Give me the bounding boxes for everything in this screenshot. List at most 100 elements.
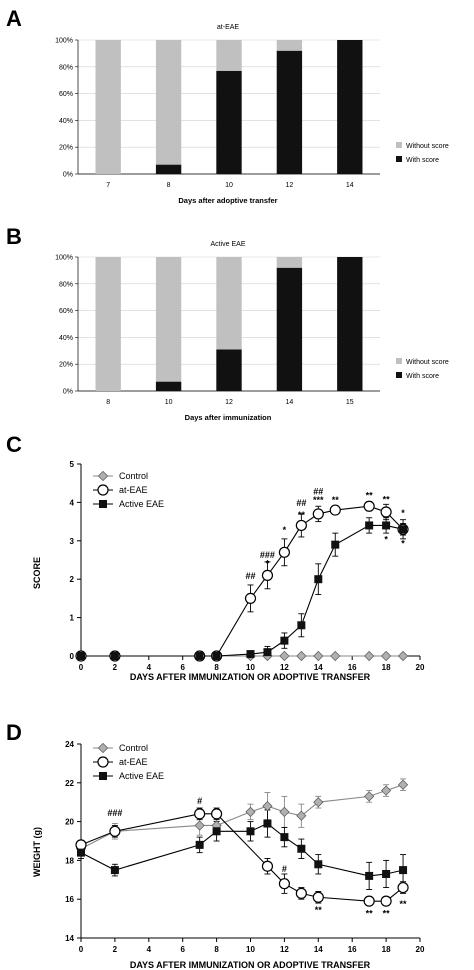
data-point-circle (211, 808, 223, 820)
bar-with-score (216, 70, 242, 174)
data-point-circle (295, 887, 307, 899)
x-tick-label: 16 (348, 663, 357, 672)
y-tick-label: 0% (63, 389, 73, 396)
data-point-diamond (194, 820, 205, 831)
y-tick-label: 80% (59, 281, 73, 288)
x-tick-label: 4 (147, 945, 152, 954)
y-tick-label: 5 (70, 460, 75, 469)
data-point-circle (329, 504, 341, 516)
data-point-square (246, 650, 255, 659)
data-point-circle (312, 891, 324, 903)
legend-label: at-EAE (119, 485, 148, 495)
x-tick-label: 14 (286, 399, 294, 406)
data-point-circle (312, 508, 324, 520)
significance-mark: * (401, 508, 405, 518)
data-point-square (77, 652, 85, 660)
data-point-diamond (381, 650, 392, 662)
legend-label-with-score: With score (406, 373, 439, 380)
data-point-diamond (245, 806, 256, 817)
significance-mark: # (197, 796, 202, 806)
data-point-square (297, 844, 306, 853)
y-tick-label: 4 (70, 498, 75, 507)
chart-b-xlabel: Days after immunization (185, 413, 272, 422)
bar-without-score (276, 257, 303, 268)
panel-letter-c: C (6, 432, 22, 457)
legend-label-without-score: Without score (406, 143, 449, 150)
series-line-circle (81, 505, 404, 657)
significance-mark: ** (366, 909, 374, 919)
significance-mark: ** (366, 491, 374, 501)
data-point-diamond (296, 810, 307, 821)
data-point-square (195, 840, 204, 849)
data-point-diamond (381, 785, 392, 796)
y-tick-label: 22 (65, 779, 74, 788)
y-tick-label: 100% (55, 38, 73, 45)
data-point-circle (363, 500, 375, 512)
series-line-circle (80, 813, 404, 902)
x-tick-label: 20 (416, 945, 425, 954)
panel-letter-d: D (6, 720, 22, 745)
legend-marker-circle (97, 756, 109, 768)
y-tick-label: 40% (59, 118, 73, 125)
y-tick-label: 0 (70, 652, 75, 661)
data-point-square (331, 540, 340, 549)
legend-marker-square (99, 772, 107, 780)
data-point-diamond (262, 800, 273, 812)
x-tick-label: 10 (246, 663, 255, 672)
x-tick-label: 16 (348, 945, 357, 954)
x-tick-label: 20 (416, 663, 425, 672)
significance-mark: ## (296, 498, 306, 508)
data-point-diamond (279, 806, 290, 817)
data-point-diamond (397, 650, 409, 662)
x-tick-label: 15 (346, 399, 354, 406)
x-tick-label: 18 (382, 663, 391, 672)
significance-mark: * (266, 559, 270, 569)
y-tick-label: 3 (70, 537, 75, 546)
x-tick-label: 6 (180, 945, 185, 954)
legend-label: Active EAE (119, 499, 164, 509)
chart-c-ylabel: SCORE (32, 557, 42, 589)
data-point-diamond (296, 650, 307, 662)
y-tick-label: 100% (55, 255, 73, 262)
y-tick-label: 0% (63, 172, 73, 179)
y-tick-label: 20% (59, 145, 73, 152)
legend-marker-square (99, 500, 107, 508)
x-tick-label: 8 (106, 399, 110, 406)
x-tick-label: 14 (314, 663, 323, 672)
chart-b-title: Active EAE (210, 241, 245, 248)
line-chart-weight: DAYS AFTER IMMUNIZATION OR ADOPTIVE TRAN… (32, 740, 425, 970)
legend-swatch-with-score (396, 156, 402, 162)
significance-mark: *** (313, 495, 324, 505)
data-point-square (246, 827, 255, 836)
x-tick-label: 10 (225, 182, 233, 189)
x-tick-label: 12 (280, 945, 289, 954)
data-point-circle (261, 860, 274, 872)
chart-d-xlabel: DAYS AFTER IMMUNIZATION OR ADOPTIVE TRAN… (130, 960, 371, 970)
y-tick-label: 80% (59, 64, 73, 71)
data-point-square (314, 575, 323, 584)
bar-with-score (155, 164, 182, 174)
x-tick-label: 0 (79, 663, 84, 672)
legend-label: Control (119, 471, 148, 481)
bar-without-score (276, 40, 303, 51)
x-tick-label: 6 (180, 663, 185, 672)
legend-swatch-without-score (396, 142, 402, 148)
data-point-square (382, 521, 391, 530)
x-tick-label: 8 (214, 663, 219, 672)
y-tick-label: 60% (59, 91, 73, 98)
bar-without-score (95, 257, 121, 391)
significance-mark: ## (245, 571, 255, 581)
data-point-square (263, 819, 272, 828)
bar-without-score (216, 40, 242, 71)
bar-with-score (276, 267, 303, 391)
bar-with-score (216, 349, 242, 391)
data-point-square (280, 833, 289, 842)
data-point-square (365, 521, 374, 530)
significance-mark: ** (332, 495, 340, 505)
data-point-square (365, 871, 374, 880)
y-tick-label: 60% (59, 308, 73, 315)
significance-mark: * (283, 525, 287, 535)
bar-without-score (216, 257, 242, 350)
bar-chart-active-eae: Active EAE Days after immunization 0% 20%… (55, 241, 449, 422)
